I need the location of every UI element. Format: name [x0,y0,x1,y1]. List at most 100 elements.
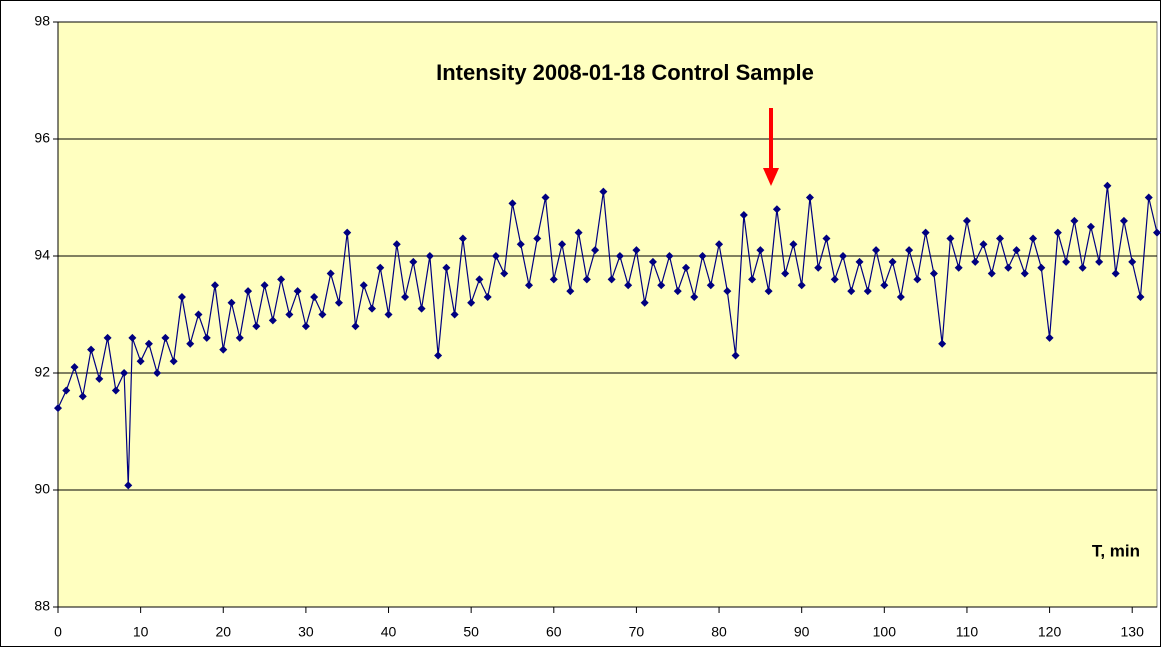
data-point [1004,263,1013,272]
data-point [202,333,211,342]
data-point [177,292,186,301]
data-point [764,287,773,296]
data-point [186,339,195,348]
data-point [971,257,980,266]
data-point [1103,181,1112,190]
data-point [491,252,500,260]
data-point [748,275,757,284]
x-tick-label: 90 [794,624,810,640]
data-point [1119,216,1128,225]
data-point [401,292,410,301]
data-point [1053,228,1062,237]
data-point [70,363,79,372]
data-point [863,287,872,296]
data-point [244,287,253,296]
data-point [929,269,938,278]
x-tick-label: 100 [873,624,897,640]
data-point [417,304,426,313]
data-point [599,187,608,196]
data-point [1086,222,1095,231]
data-point [1095,257,1104,266]
data-point [500,269,509,278]
data-point [872,246,881,255]
x-tick-label: 0 [54,624,62,640]
data-point [1111,269,1120,278]
data-point [442,263,451,272]
data-point [822,234,831,243]
data-point [615,252,624,260]
data-point [516,240,525,249]
data-point [896,292,905,301]
data-point [830,275,839,284]
data-point [640,298,649,307]
data-point [54,404,62,413]
y-tick-label: 94 [34,247,50,263]
data-point [1020,269,1029,278]
plot-area [57,21,1158,608]
data-point [334,298,343,307]
data-point [756,246,765,255]
data-point [95,374,104,383]
data-point [847,287,856,296]
data-point [913,275,922,284]
x-tick-label: 30 [298,624,314,640]
data-point [880,281,889,290]
data-point [574,228,583,237]
y-tick-label: 88 [34,598,50,614]
data-point [483,292,492,301]
x-tick-label: 80 [711,624,727,640]
data-point [888,257,897,266]
data-point [996,234,1004,243]
data-point [392,240,401,249]
data-point [582,275,591,284]
data-point [624,281,633,290]
data-point [211,281,219,290]
data-point [136,357,145,366]
data-point [285,310,294,319]
data-point [128,333,137,342]
y-tick-label: 90 [34,481,50,497]
data-point [607,275,616,284]
data-point [293,287,302,296]
data-point [467,298,476,307]
data-point [541,193,550,202]
x-tick-label: 40 [381,624,397,640]
x-tick-label: 70 [629,624,645,640]
data-point [1153,228,1161,237]
data-point [525,281,533,290]
data-point [260,281,269,290]
data-point [723,287,732,296]
data-point [698,252,707,260]
x-tick-label: 10 [133,624,149,640]
data-point [169,357,178,366]
data-point [558,240,567,249]
data-point [103,333,112,342]
data-point [78,392,87,401]
y-tick-label: 92 [34,364,50,380]
y-tick-label: 96 [34,130,50,146]
data-point [1070,216,1079,225]
data-point [153,369,162,377]
data-point [124,481,133,490]
data-point [706,281,715,290]
x-tick-label: 130 [1121,624,1145,640]
data-point [946,234,955,243]
data-point [1136,292,1145,301]
data-point [690,292,699,301]
data-point [301,322,310,331]
data-point [731,351,740,360]
data-point [987,269,996,278]
data-point [111,386,120,395]
data-point [62,386,71,395]
data-point [450,310,459,319]
arrow-head [763,168,779,186]
data-point [1078,263,1087,272]
data-point [409,257,418,266]
data-point [87,345,96,354]
data-point [1012,246,1021,255]
data-point [739,211,748,220]
data-point [591,246,600,255]
data-point [144,339,153,348]
data-point [682,263,690,272]
